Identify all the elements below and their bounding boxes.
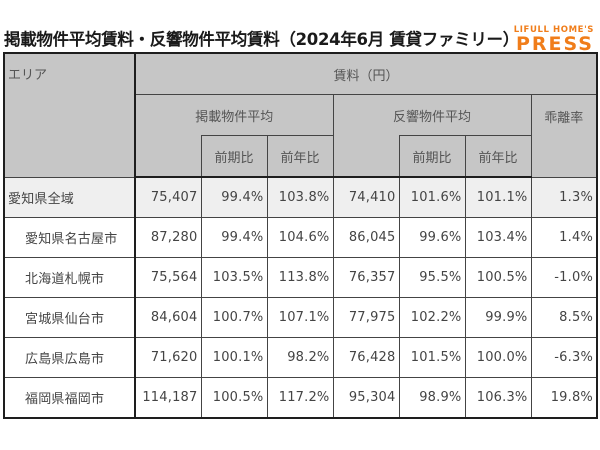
- cell-response: 76,428: [332, 337, 400, 378]
- cell-listed: 114,187: [134, 377, 202, 419]
- cell-area: 広島県広島市: [3, 337, 136, 378]
- cell-response-qoq: 95.5%: [398, 257, 466, 298]
- header-listed-qoq: 前期比: [200, 135, 268, 178]
- lifull-homes-press-logo: LIFULL HOME'S PRESS: [514, 25, 594, 54]
- cell-listed-yoy: 98.2%: [266, 337, 334, 378]
- header-listed-yoy: 前年比: [266, 135, 334, 178]
- cell-listed-qoq: 100.1%: [200, 337, 268, 378]
- cell-divergence: 19.8%: [530, 377, 598, 419]
- header-listed-avg: 掲載物件平均: [134, 94, 334, 136]
- cell-listed-yoy: 107.1%: [266, 297, 334, 338]
- cell-response-yoy: 100.0%: [464, 337, 532, 378]
- cell-divergence: 1.4%: [530, 217, 598, 258]
- cell-response-yoy: 99.9%: [464, 297, 532, 338]
- cell-listed-qoq: 100.7%: [200, 297, 268, 338]
- cell-listed: 75,564: [134, 257, 202, 298]
- cell-response-yoy: 103.4%: [464, 217, 532, 258]
- cell-listed-qoq: 103.5%: [200, 257, 268, 298]
- cell-listed-yoy: 103.8%: [266, 176, 334, 218]
- cell-response: 74,410: [332, 176, 400, 218]
- table-row: 福岡県福岡市 114,187 100.5% 117.2% 95,304 98.9…: [3, 377, 598, 419]
- cell-divergence: -1.0%: [530, 257, 598, 298]
- table-row: 北海道札幌市 75,564 103.5% 113.8% 76,357 95.5%…: [3, 257, 598, 298]
- header-area: エリア: [3, 52, 136, 178]
- cell-response: 95,304: [332, 377, 400, 419]
- cell-listed-yoy: 104.6%: [266, 217, 334, 258]
- table-row: 広島県広島市 71,620 100.1% 98.2% 76,428 101.5%…: [3, 337, 598, 378]
- cell-divergence: 8.5%: [530, 297, 598, 338]
- header-rent: 賃料（円）: [134, 52, 598, 95]
- cell-response-qoq: 99.6%: [398, 217, 466, 258]
- cell-divergence: -6.3%: [530, 337, 598, 378]
- header-response-yoy: 前年比: [464, 135, 532, 178]
- logo-bottom-text: PRESS: [515, 33, 594, 55]
- header-response-avg: 反響物件平均: [332, 94, 532, 136]
- cell-listed-yoy: 113.8%: [266, 257, 334, 298]
- cell-area: 愛知県全域: [3, 176, 136, 218]
- cell-listed: 87,280: [134, 217, 202, 258]
- cell-response-qoq: 101.6%: [398, 176, 466, 218]
- cell-area: 北海道札幌市: [3, 257, 136, 298]
- table-row: 宮城県仙台市 84,604 100.7% 107.1% 77,975 102.2…: [3, 297, 598, 338]
- cell-response-qoq: 101.5%: [398, 337, 466, 378]
- cell-response-qoq: 98.9%: [398, 377, 466, 419]
- cell-response-yoy: 100.5%: [464, 257, 532, 298]
- header-listed-blank: [134, 135, 202, 178]
- rent-table: エリア 賃料（円） 掲載物件平均 反響物件平均 乖離率 前期比 前年比 前期比 …: [3, 52, 598, 419]
- page-title: 掲載物件平均賃料・反響物件平均賃料（2024年6月 賃貸ファミリー）: [4, 30, 519, 49]
- cell-listed: 75,407: [134, 176, 202, 218]
- cell-listed-yoy: 117.2%: [266, 377, 334, 419]
- cell-listed-qoq: 100.5%: [200, 377, 268, 419]
- cell-response: 77,975: [332, 297, 400, 338]
- cell-listed-qoq: 99.4%: [200, 217, 268, 258]
- cell-area: 福岡県福岡市: [3, 377, 136, 419]
- cell-area: 愛知県名古屋市: [3, 217, 136, 258]
- cell-response-yoy: 101.1%: [464, 176, 532, 218]
- cell-response-qoq: 102.2%: [398, 297, 466, 338]
- cell-response: 76,357: [332, 257, 400, 298]
- cell-listed-qoq: 99.4%: [200, 176, 268, 218]
- logo-top-text: LIFULL HOME'S: [513, 25, 594, 35]
- cell-listed: 84,604: [134, 297, 202, 338]
- cell-divergence: 1.3%: [530, 176, 598, 218]
- cell-response-yoy: 106.3%: [464, 377, 532, 419]
- header-response-blank: [332, 135, 400, 178]
- header-response-qoq: 前期比: [398, 135, 466, 178]
- header-divergence: 乖離率: [530, 94, 598, 178]
- cell-listed: 71,620: [134, 337, 202, 378]
- table-row: 愛知県名古屋市 87,280 99.4% 104.6% 86,045 99.6%…: [3, 217, 598, 258]
- table-row: 愛知県全域 75,407 99.4% 103.8% 74,410 101.6% …: [3, 176, 598, 218]
- cell-area: 宮城県仙台市: [3, 297, 136, 338]
- cell-response: 86,045: [332, 217, 400, 258]
